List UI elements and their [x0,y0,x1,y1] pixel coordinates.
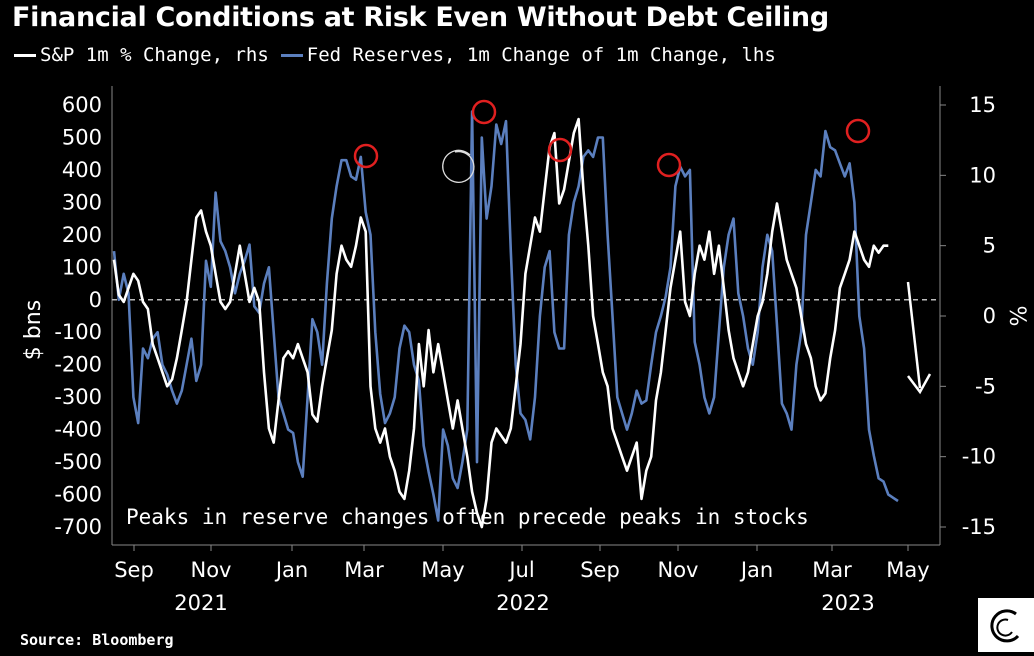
y-right-tick-label: -10 [962,445,996,469]
logo-circle-icon [990,609,1020,643]
y-left-tick-label: 600 [62,93,102,117]
y-left-tick-label: -300 [54,385,102,409]
peak-highlight-circle [547,137,573,163]
y-right-tick-label: 15 [969,93,996,117]
x-tick-label: Jul [507,558,534,582]
y-right-tick-label: 5 [983,234,996,258]
x-tick-label: Nov [191,558,232,582]
legend-label-reserves: Fed Reserves, 1m Change of 1m Change, lh… [306,44,776,66]
peak-highlight-circle [656,152,682,178]
trend-arrow-head [907,373,932,395]
peak-highlight-circle [471,99,497,125]
y-right-tick-label: 10 [969,163,996,187]
peak-highlight-circle [353,143,379,169]
source-note: Source: Bloomberg [20,631,174,649]
x-tick-label: Nov [658,558,699,582]
y-left-tick-label: -100 [54,320,102,344]
legend: S&P 1m % Change, rhs Fed Reserves, 1m Ch… [14,44,788,66]
legend-item-sp: S&P 1m % Change, rhs [14,44,269,66]
peak-highlight-circle [845,118,871,144]
y-right-tick-label: -5 [975,374,996,398]
scribble-mark [442,149,475,183]
x-tick-label: May [886,558,929,582]
chart-annotation: Peaks in reserve changes often precede p… [126,505,809,529]
y-left-tick-label: 0 [89,288,102,312]
y-left-tick-label: 200 [62,223,102,247]
y-left-tick-label: -200 [54,353,102,377]
y-left-tick-label: 100 [62,255,102,279]
legend-swatch-sp [14,53,36,57]
x-year-label: 2021 [174,591,227,615]
brand-logo [978,598,1034,652]
x-year-label: 2022 [496,591,549,615]
y-left-tick-label: 300 [62,190,102,214]
y-right-tick-label: -15 [962,515,996,539]
y-left-tick-label: -700 [54,515,102,539]
x-tick-label: Sep [580,558,620,582]
legend-label-sp: S&P 1m % Change, rhs [40,44,269,66]
y-left-tick-label: -600 [54,483,102,507]
y-right-axis-title: % [1004,306,1029,327]
y-left-tick-label: -400 [54,418,102,442]
y-right-tick-label: 0 [983,304,996,328]
x-tick-label: Mar [812,558,852,582]
x-tick-label: Jan [274,558,308,582]
legend-item-reserves: Fed Reserves, 1m Change of 1m Change, lh… [280,44,776,66]
x-tick-label: Sep [114,558,154,582]
series-line-reserves [112,110,899,522]
y-left-axis-title: $ bns [21,300,46,360]
y-left-tick-label: 500 [62,125,102,149]
series-line-sp [112,117,889,529]
legend-swatch-reserves [280,53,303,57]
x-tick-label: May [421,558,464,582]
x-tick-label: Mar [344,558,384,582]
x-tick-label: Jan [739,558,773,582]
x-year-label: 2023 [821,591,874,615]
y-left-tick-label: 400 [62,158,102,182]
y-left-tick-label: -500 [54,450,102,474]
trend-arrow-shaft [906,281,922,389]
chart-title: Financial Conditions at Risk Even Withou… [12,2,829,33]
